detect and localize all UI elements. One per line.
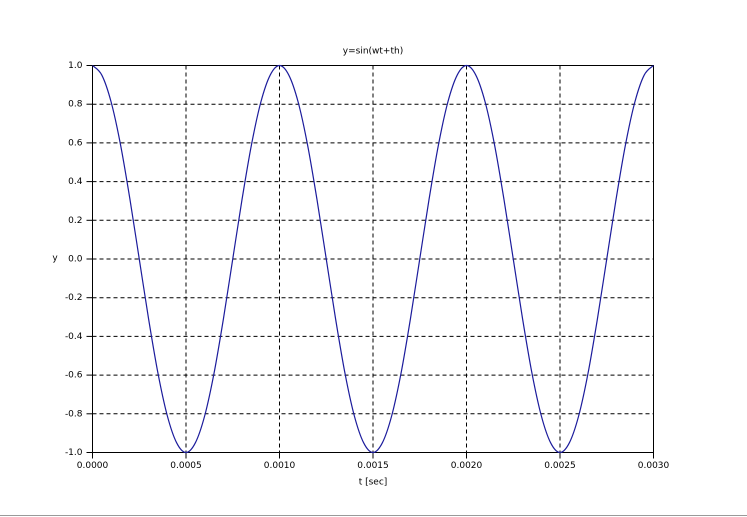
y-tick-label: 0.4 — [68, 177, 83, 187]
line — [92, 64, 654, 454]
x-tick-label: 0.0020 — [451, 461, 483, 471]
x-tick-label: 0.0015 — [357, 461, 389, 471]
y-tick-label: -0.4 — [65, 332, 83, 342]
x-tick-label: 0.0005 — [170, 461, 202, 471]
y-axis-label: y — [52, 254, 58, 264]
y-tick-label: 0.0 — [68, 255, 83, 265]
x-axis-label: t [sec] — [359, 478, 388, 488]
y-tick-label: 0.6 — [68, 138, 83, 148]
chart-title: y=sin(wt+th) — [343, 47, 403, 57]
y-tick-label: 1.0 — [68, 61, 83, 71]
y-tick-label: 0.2 — [68, 216, 82, 226]
x-tick-label: 0.0000 — [77, 461, 109, 471]
y-tick-label: -1.0 — [65, 448, 83, 458]
x-tick-label: 0.0010 — [264, 461, 296, 471]
x-tick-label: 0.0030 — [638, 461, 670, 471]
y-tick-label: -0.8 — [65, 409, 83, 419]
x-tick-label: 0.0025 — [544, 461, 576, 471]
y-tick-label: -0.2 — [65, 293, 83, 303]
y-tick-label: -0.6 — [65, 371, 83, 381]
y-tick-label: 0.8 — [68, 100, 83, 110]
